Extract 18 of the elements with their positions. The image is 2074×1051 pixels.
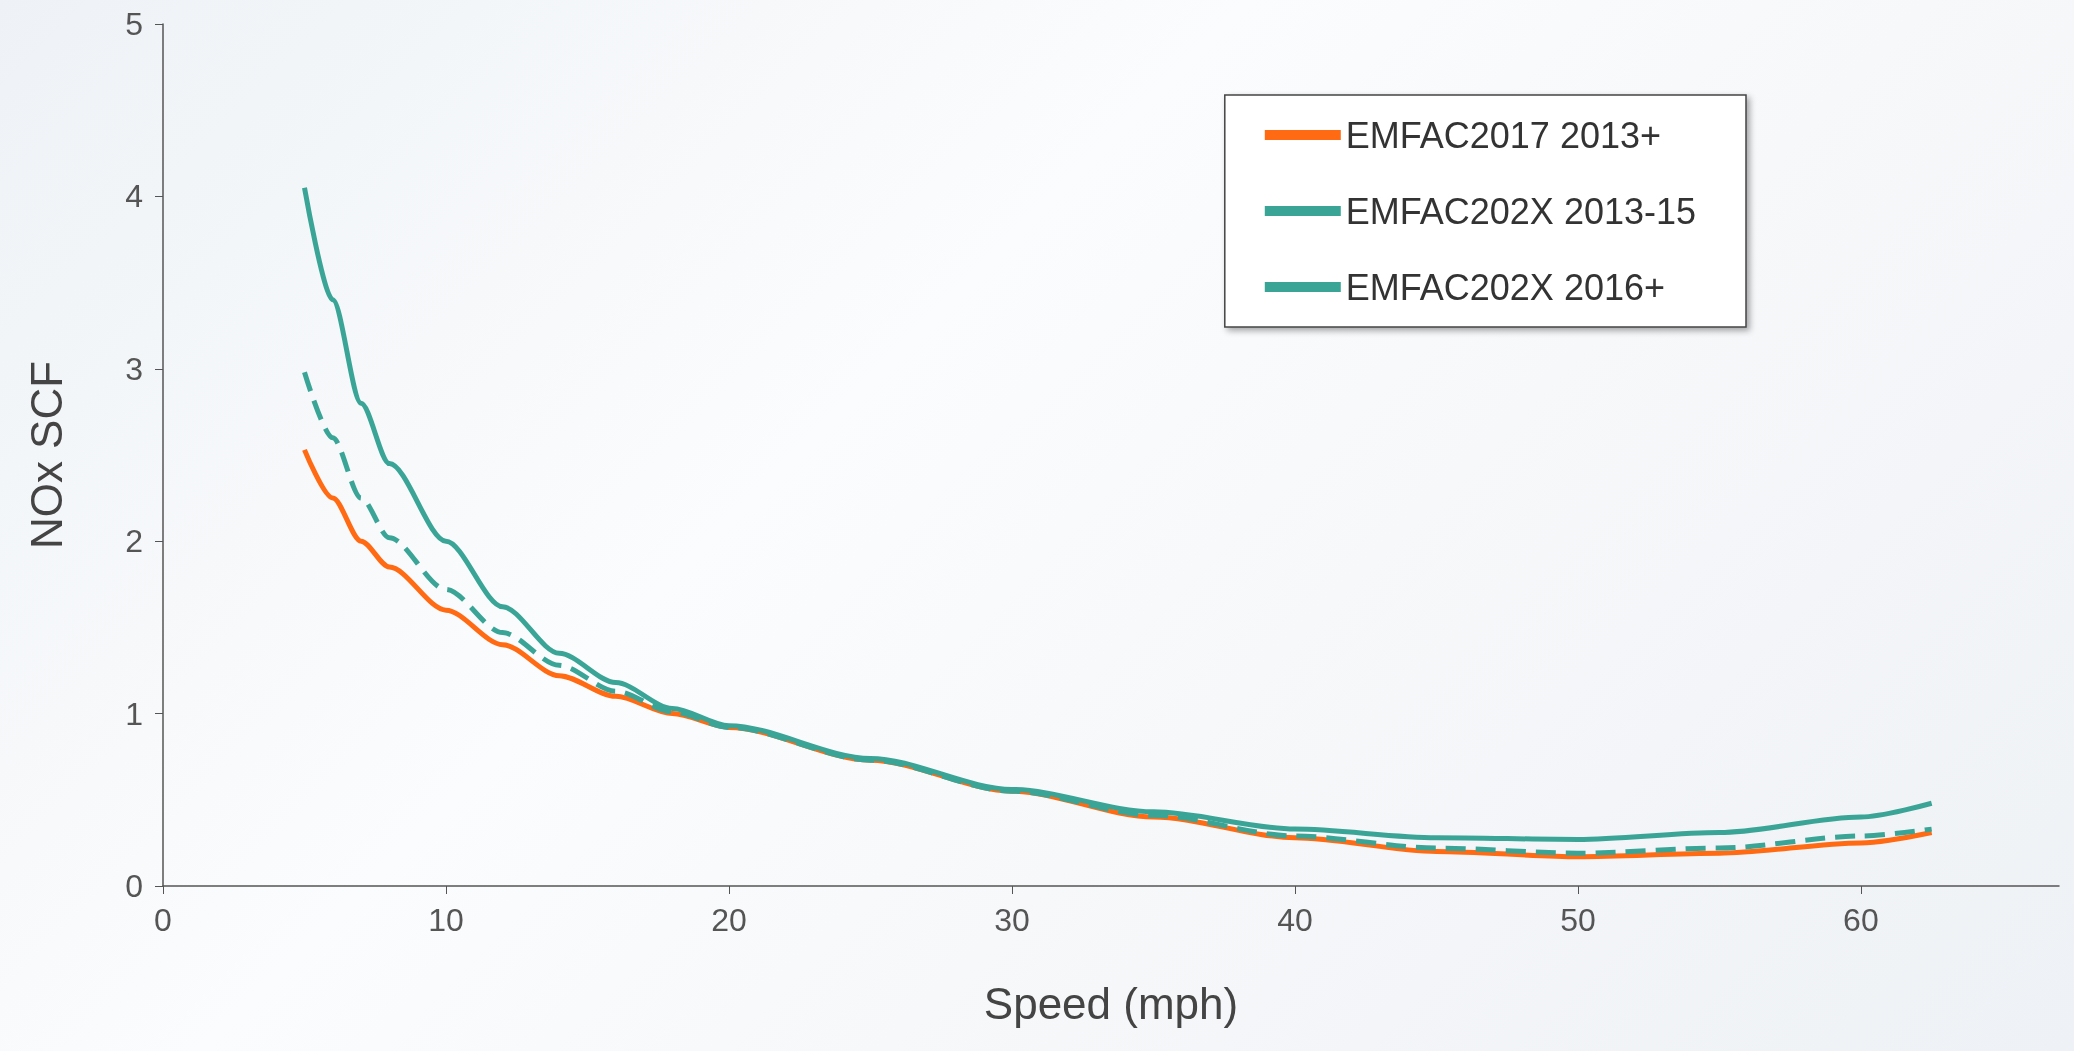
x-tick-label: 40 <box>1277 902 1313 938</box>
x-tick-label: 60 <box>1843 902 1879 938</box>
legend-label: EMFAC202X 2013-15 <box>1345 190 1697 232</box>
x-tick-label: 30 <box>994 902 1030 938</box>
y-tick-label: 3 <box>125 350 143 387</box>
y-tick-label: 5 <box>125 6 143 42</box>
x-tick-label: 20 <box>711 902 747 938</box>
x-tick-label: 10 <box>428 902 464 938</box>
y-tick-label: 1 <box>125 695 143 732</box>
x-tick-label: 50 <box>1560 902 1596 938</box>
y-axis-title: NOx SCF <box>21 360 71 550</box>
legend-label: EMFAC2017 2013+ <box>1345 114 1662 156</box>
legend-label: EMFAC202X 2016+ <box>1345 266 1665 308</box>
y-tick-label: 4 <box>125 178 143 215</box>
x-axis-title: Speed (mph) <box>983 978 1239 1028</box>
y-tick-label: 0 <box>125 868 143 904</box>
x-tick-label: 0 <box>154 902 172 938</box>
y-tick-label: 2 <box>125 523 143 560</box>
